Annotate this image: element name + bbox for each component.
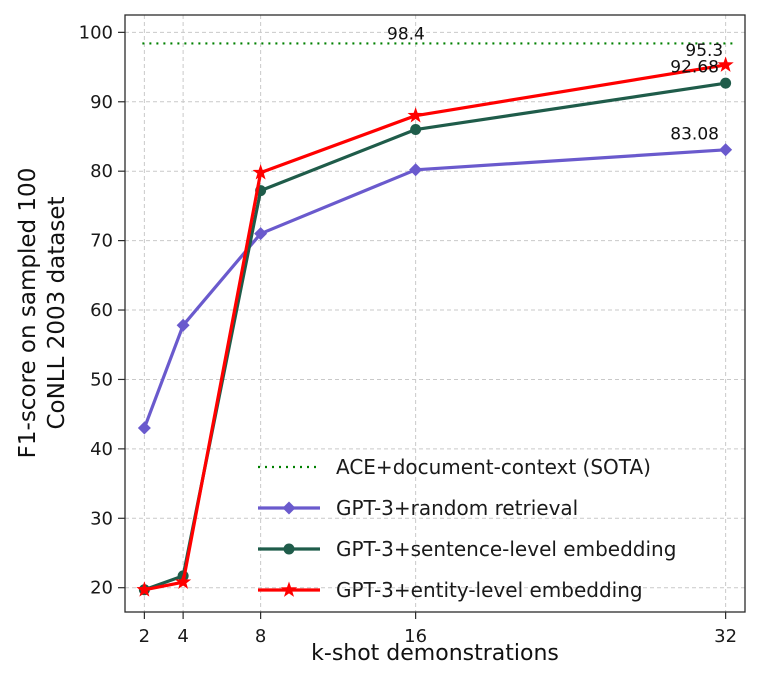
annotation: 92.68 xyxy=(670,58,719,78)
star-marker xyxy=(175,573,192,590)
legend-label: GPT-3+random retrieval xyxy=(336,496,578,520)
legend-item: ACE+document-context (SOTA) xyxy=(258,455,651,479)
y-tick-label: 90 xyxy=(90,92,113,113)
x-tick-label: 8 xyxy=(255,626,266,647)
y-tick-label: 40 xyxy=(90,439,113,460)
diamond-marker xyxy=(137,421,151,435)
star-marker xyxy=(717,56,734,72)
legend-label: ACE+document-context (SOTA) xyxy=(336,455,651,479)
y-tick-label: 70 xyxy=(90,231,113,252)
star-marker xyxy=(252,164,269,180)
y-tick-label: 50 xyxy=(90,369,113,390)
x-axis-label: k-shot demonstrations xyxy=(311,641,559,666)
circle-marker xyxy=(410,124,422,136)
legend-item: GPT-3+random retrieval xyxy=(258,496,578,520)
y-tick-label: 30 xyxy=(90,508,113,529)
star-marker xyxy=(280,581,298,597)
legend-item: GPT-3+sentence-level embedding xyxy=(258,537,676,561)
legend: ACE+document-context (SOTA) GPT-3+random … xyxy=(258,455,676,602)
circle-marker xyxy=(720,77,732,89)
axis-ticks: 20 30 40 50 60 70 80 90 100 2 4 8 16 32 xyxy=(79,22,737,647)
legend-item: GPT-3+entity-level embedding xyxy=(258,578,643,602)
x-tick-label: 32 xyxy=(714,626,737,647)
legend-label: GPT-3+sentence-level embedding xyxy=(336,537,676,561)
y-tick-label: 60 xyxy=(90,300,113,321)
diamond-marker xyxy=(254,227,268,241)
series-gpt-3-random-retrieval xyxy=(137,143,733,435)
diamond-marker xyxy=(176,318,190,332)
y-tick-label: 80 xyxy=(90,161,113,182)
star-marker xyxy=(136,581,153,597)
y-tick-label: 100 xyxy=(79,22,113,43)
x-tick-label: 2 xyxy=(139,626,150,647)
annotation: 98.4 xyxy=(387,24,425,44)
star-marker xyxy=(407,107,424,123)
diamond-marker xyxy=(409,163,423,177)
plot-frame xyxy=(124,14,746,613)
y-axis-label-line2: CoNLL 2003 dataset xyxy=(44,196,70,430)
x-tick-label: 16 xyxy=(404,626,427,647)
y-tick-label: 20 xyxy=(90,578,113,599)
diamond-marker xyxy=(282,501,296,515)
circle-marker xyxy=(283,543,295,555)
x-tick-label: 4 xyxy=(177,626,188,647)
y-axis-label: F1-score on sampled 100 CoNLL 2003 datas… xyxy=(14,13,74,613)
annotation: 95.3 xyxy=(685,41,723,61)
grid-lines xyxy=(125,15,745,612)
legend-label: GPT-3+entity-level embedding xyxy=(336,578,643,602)
y-axis-label-line1: F1-score on sampled 100 xyxy=(15,167,41,459)
diamond-marker xyxy=(719,143,733,157)
series-gpt-3-entity-level-embedding xyxy=(136,56,734,597)
annotation: 83.08 xyxy=(670,124,719,144)
